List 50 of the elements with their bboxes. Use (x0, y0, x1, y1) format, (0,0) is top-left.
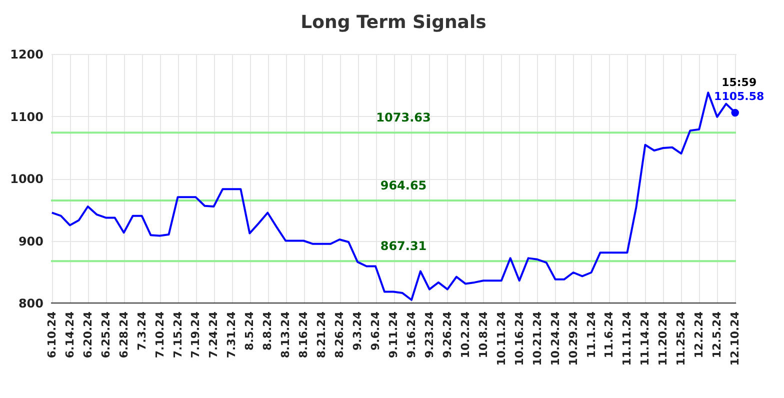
x-tick-label: 7.15.24 (171, 311, 184, 358)
chart-title: Long Term Signals (300, 12, 486, 33)
y-tick-label: 1000 (10, 172, 44, 186)
x-tick-label: 11.25.24 (674, 311, 688, 366)
x-tick-label: 10.11.24 (494, 311, 508, 366)
x-tick-label: 10.16.24 (512, 311, 526, 366)
x-tick-label: 12.5.24 (710, 311, 724, 358)
x-tick-label: 11.11.24 (620, 311, 634, 366)
x-tick-label: 10.21.24 (530, 311, 544, 366)
x-tick-label: 10.8.24 (476, 311, 490, 358)
x-tick-label: 9.26.24 (440, 311, 454, 358)
x-tick-label: 6.10.24 (45, 311, 58, 358)
x-tick-label: 11.20.24 (656, 311, 670, 366)
x-tick-label: 9.3.24 (351, 311, 364, 350)
x-tick-label: 6.25.24 (99, 311, 112, 358)
y-tick-label: 900 (18, 234, 44, 248)
x-tick-label: 7.10.24 (153, 311, 166, 358)
ref-line-label: 867.31 (380, 239, 427, 254)
x-tick-label: 7.24.24 (207, 311, 220, 358)
x-tick-label: 8.21.24 (315, 311, 328, 358)
ref-line-label: 964.65 (380, 178, 427, 193)
x-tick-label: 12.2.24 (692, 311, 706, 358)
x-tick-label: 8.16.24 (297, 311, 310, 358)
x-tick-label: 7.31.24 (225, 311, 238, 358)
x-tick-label: 6.28.24 (117, 311, 130, 358)
x-tick-label: 11.6.24 (602, 311, 616, 358)
x-tick-label: 8.13.24 (279, 311, 292, 358)
x-tick-label: 8.26.24 (333, 311, 346, 358)
x-tick-label: 11.1.24 (584, 311, 598, 358)
x-tick-label: 12.10.24 (728, 311, 742, 366)
y-tick-label: 800 (18, 296, 44, 310)
x-tick-label: 10.24.24 (548, 311, 562, 366)
x-tick-label: 10.29.24 (566, 311, 580, 366)
x-tick-label: 6.14.24 (63, 311, 76, 358)
y-tick-label: 1100 (10, 110, 44, 124)
y-tick-label: 1200 (10, 48, 44, 62)
annotation: 15:59 (722, 76, 757, 89)
x-tick-label: 6.20.24 (81, 311, 94, 358)
x-tick-label: 9.11.24 (387, 311, 400, 358)
x-tick-label: 8.8.24 (261, 311, 274, 350)
x-tick-label: 9.16.24 (404, 311, 418, 358)
ref-line-label: 1073.63 (376, 110, 431, 125)
x-tick-label: 9.23.24 (422, 311, 436, 358)
x-tick-label: 10.2.24 (458, 311, 472, 358)
x-tick-label: 9.6.24 (369, 311, 382, 350)
x-tick-label: 7.19.24 (189, 311, 202, 358)
x-tick-label: 8.5.24 (243, 311, 256, 350)
x-tick-label: 11.14.24 (638, 311, 652, 366)
data-label: 1105.58 (714, 90, 764, 103)
x-tick-label: 7.3.24 (135, 311, 148, 350)
